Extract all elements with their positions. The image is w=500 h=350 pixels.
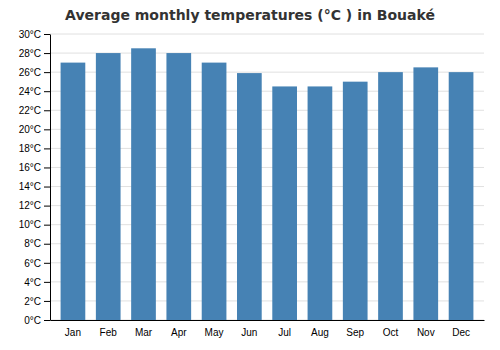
y-tick-mark xyxy=(44,263,50,264)
y-tick: 16°C xyxy=(19,162,50,173)
bar xyxy=(413,67,438,320)
x-tick: May xyxy=(205,327,224,338)
chart: Jan Feb Mar Apr May Jun Jul Aug Sep Oct Nov Dec 0°C 2… xyxy=(0,0,500,350)
x-tick: Jun xyxy=(241,327,257,338)
bar xyxy=(96,53,121,320)
y-tick: 8°C xyxy=(24,238,50,249)
x-tick: Jan xyxy=(65,327,81,338)
y-tick-mark xyxy=(44,206,50,207)
bar xyxy=(343,82,368,320)
bar xyxy=(308,86,333,320)
y-tick: 2°C xyxy=(24,296,50,307)
y-tick-mark xyxy=(44,244,50,245)
x-tick-label: May xyxy=(205,327,224,338)
y-tick-label: 26°C xyxy=(19,67,41,78)
y-tick: 0°C xyxy=(24,315,50,326)
grid xyxy=(50,34,484,320)
x-tick: Mar xyxy=(135,327,153,338)
y-tick-label: 4°C xyxy=(24,277,41,288)
y-tick-label: 8°C xyxy=(24,238,41,249)
y-tick-mark xyxy=(44,167,50,168)
y-tick: 14°C xyxy=(19,181,50,192)
y-tick: 4°C xyxy=(24,277,50,288)
y-tick-label: 30°C xyxy=(19,29,41,40)
bar xyxy=(166,53,191,320)
x-tick-label: Apr xyxy=(171,327,187,338)
y-tick-label: 16°C xyxy=(19,162,41,173)
y-tick: 6°C xyxy=(24,258,50,269)
y-tick-mark xyxy=(44,110,50,111)
y-tick-label: 0°C xyxy=(24,315,41,326)
y-tick-label: 24°C xyxy=(19,86,41,97)
axis-line xyxy=(51,320,485,321)
bar xyxy=(131,48,156,320)
x-tick-label: Oct xyxy=(383,327,399,338)
y-tick: 22°C xyxy=(19,105,50,116)
y-tick-mark xyxy=(44,225,50,226)
x-axis: Jan Feb Mar Apr May Jun Jul Aug Sep Oct Nov Dec xyxy=(51,321,485,339)
y-tick-mark xyxy=(44,34,50,35)
plot: Jan Feb Mar Apr May Jun Jul Aug Sep Oct Nov Dec 0°C 2… xyxy=(19,29,485,338)
marks xyxy=(61,48,474,320)
y-tick: 26°C xyxy=(19,67,50,78)
x-tick-label: Sep xyxy=(346,327,364,338)
x-tick-label: Nov xyxy=(417,327,435,338)
y-tick-mark xyxy=(44,91,50,92)
x-tick: Oct xyxy=(383,327,399,338)
y-tick-label: 22°C xyxy=(19,105,41,116)
x-tick-label: Dec xyxy=(452,327,470,338)
x-tick-label: Aug xyxy=(311,327,329,338)
y-tick-mark xyxy=(44,129,50,130)
bar xyxy=(272,86,297,320)
bar xyxy=(378,72,403,320)
axis-line xyxy=(50,35,51,321)
x-tick: Jul xyxy=(278,327,291,338)
x-tick-label: Jun xyxy=(241,327,257,338)
x-tick-label: Jan xyxy=(65,327,81,338)
bar xyxy=(237,73,262,320)
bar xyxy=(61,63,86,320)
bar xyxy=(202,63,227,320)
x-tick: Dec xyxy=(452,327,470,338)
y-tick: 24°C xyxy=(19,86,50,97)
y-tick-mark xyxy=(44,187,50,188)
y-tick: 20°C xyxy=(19,124,50,135)
y-tick-label: 12°C xyxy=(19,200,41,211)
y-tick-label: 20°C xyxy=(19,124,41,135)
x-tick-label: Mar xyxy=(135,327,153,338)
y-tick-mark xyxy=(44,301,50,302)
y-tick: 12°C xyxy=(19,200,50,211)
y-tick: 30°C xyxy=(19,29,50,40)
x-tick: Apr xyxy=(171,327,187,338)
y-tick-mark xyxy=(44,72,50,73)
x-tick: Sep xyxy=(346,327,364,338)
y-tick-label: 10°C xyxy=(19,219,41,230)
y-tick-label: 2°C xyxy=(24,296,41,307)
y-tick-mark xyxy=(44,282,50,283)
x-tick-label: Jul xyxy=(278,327,291,338)
x-tick: Nov xyxy=(417,327,435,338)
y-tick: 10°C xyxy=(19,219,50,230)
title: Average monthly temperatures (°C ) in Bo… xyxy=(65,7,435,23)
y-tick-label: 28°C xyxy=(19,48,41,59)
x-tick: Feb xyxy=(100,327,118,338)
y-tick-label: 14°C xyxy=(19,181,41,192)
y-tick-label: 18°C xyxy=(19,143,41,154)
y-tick-mark xyxy=(44,53,50,54)
grid-line xyxy=(50,34,484,35)
x-tick: Aug xyxy=(311,327,329,338)
y-axis: 0°C 2°C 4°C 6°C 8°C 10°C 12°C 14°C 16°C 18°C 20°C 2… xyxy=(19,29,51,326)
y-tick-mark xyxy=(44,148,50,149)
y-tick: 18°C xyxy=(19,143,50,154)
x-tick-label: Feb xyxy=(100,327,118,338)
y-tick: 28°C xyxy=(19,48,50,59)
y-tick-label: 6°C xyxy=(24,258,41,269)
bar xyxy=(449,72,474,320)
y-tick-mark xyxy=(44,320,50,321)
